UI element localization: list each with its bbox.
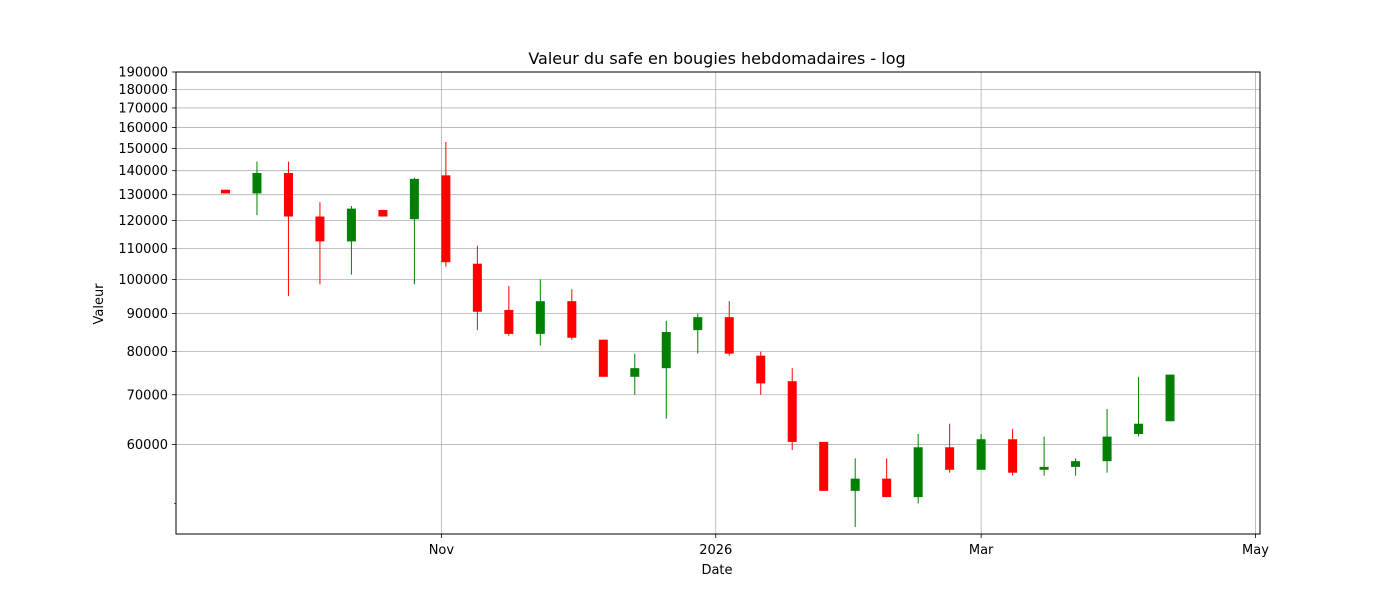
candle-body xyxy=(819,441,829,491)
candle xyxy=(409,177,419,285)
candle-body xyxy=(441,175,451,263)
y-axis: 190000 180000 170000 160000 150000 140000 1300… xyxy=(118,66,176,504)
candle xyxy=(315,202,325,285)
candle xyxy=(724,301,734,356)
y-tick-label: 180000 xyxy=(118,83,168,98)
candle-body xyxy=(283,173,293,217)
candle-body xyxy=(378,209,388,217)
candle-body xyxy=(598,339,608,377)
x-axis: Nov 2026 Mar May xyxy=(429,534,1269,558)
candle xyxy=(220,189,230,194)
candle xyxy=(1102,408,1112,473)
candle-body xyxy=(976,439,986,470)
x-tick-label: May xyxy=(1242,543,1269,558)
y-tick-label: 160000 xyxy=(118,121,168,136)
candle-body xyxy=(220,189,230,194)
candle xyxy=(346,206,356,275)
candle xyxy=(441,142,451,267)
candle xyxy=(252,161,262,216)
candle xyxy=(283,161,293,297)
candle-body xyxy=(346,208,356,242)
candle xyxy=(661,320,671,419)
grid-layer xyxy=(176,71,1260,534)
candle-body xyxy=(252,173,262,194)
candle xyxy=(567,289,577,340)
candle xyxy=(945,423,955,473)
candle-body xyxy=(535,301,545,334)
candle xyxy=(882,458,892,498)
candle xyxy=(976,433,986,470)
candle xyxy=(1008,428,1018,476)
y-tick-label: 130000 xyxy=(118,188,168,203)
candle xyxy=(472,245,482,331)
candle xyxy=(1071,458,1081,476)
candle-body xyxy=(756,355,766,384)
candle xyxy=(378,209,388,217)
candle xyxy=(756,351,766,395)
y-axis-label: Valeur xyxy=(92,283,107,325)
y-tick-label: 150000 xyxy=(118,142,168,157)
y-tick-label: 140000 xyxy=(118,164,168,179)
x-tick-label: Nov xyxy=(429,543,455,558)
candle-body xyxy=(409,178,419,220)
candle xyxy=(913,433,923,504)
candle xyxy=(850,458,860,527)
candle xyxy=(819,441,829,491)
candle xyxy=(1134,376,1144,437)
y-tick-label: 60000 xyxy=(127,438,168,453)
candle-body xyxy=(787,381,797,442)
candle-body xyxy=(913,447,923,498)
candle-body xyxy=(693,317,703,331)
candle xyxy=(535,279,545,346)
y-tick-label: 70000 xyxy=(127,388,168,403)
plot-frame xyxy=(175,71,1261,535)
x-axis-label: Date xyxy=(701,563,732,578)
candle xyxy=(598,339,608,377)
candle-body xyxy=(724,317,734,354)
y-tick-label: 90000 xyxy=(127,307,168,322)
candle xyxy=(1165,374,1175,422)
candle xyxy=(693,313,703,354)
candle-body xyxy=(1165,374,1175,422)
candle-body xyxy=(472,263,482,312)
candle-body xyxy=(945,447,955,470)
candle-body xyxy=(630,368,640,377)
candle-body xyxy=(850,478,860,491)
candle xyxy=(504,285,514,336)
candle xyxy=(1039,436,1049,476)
x-tick-label: Mar xyxy=(969,543,994,558)
candle-body xyxy=(1039,466,1049,470)
candle-body xyxy=(1008,439,1018,473)
y-tick-label: 190000 xyxy=(118,66,168,81)
candle-body xyxy=(1134,423,1144,434)
candle-body xyxy=(882,478,892,498)
candle-body xyxy=(661,331,671,369)
candle xyxy=(630,353,640,395)
x-tick-label: 2026 xyxy=(699,543,732,558)
y-tick-label: 170000 xyxy=(118,101,168,116)
candle xyxy=(787,368,797,451)
candle-layer xyxy=(220,142,1175,527)
candle-body xyxy=(504,309,514,334)
y-tick-label: 100000 xyxy=(118,273,168,288)
candle-body xyxy=(1071,461,1081,467)
y-tick-label: 80000 xyxy=(127,345,168,360)
y-tick-label: 110000 xyxy=(118,242,168,257)
candle-body xyxy=(315,216,325,242)
candle-body xyxy=(1102,436,1112,462)
candle-body xyxy=(567,301,577,338)
chart-title: Valeur du safe en bougies hebdomadaires … xyxy=(528,49,905,68)
y-tick-label: 120000 xyxy=(118,214,168,229)
